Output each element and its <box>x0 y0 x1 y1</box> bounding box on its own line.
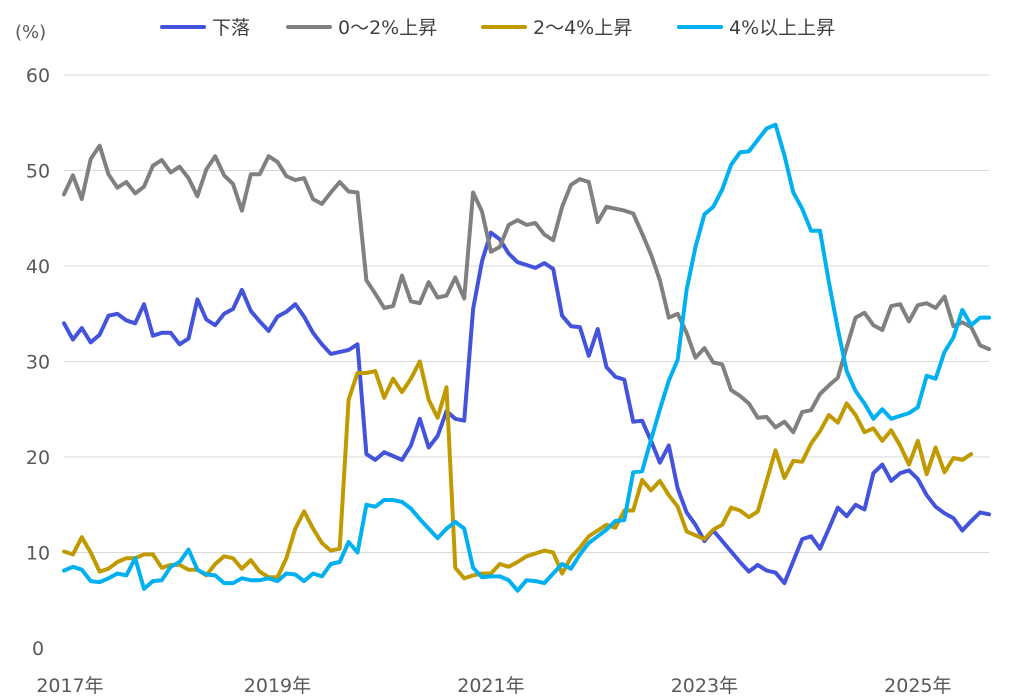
series-line-3 <box>62 122 991 593</box>
legend-item-2: 2～4%上昇 <box>481 17 632 39</box>
x-tick-label: 2021年 <box>457 675 524 697</box>
y-tick-label: 50 <box>26 161 50 183</box>
legend-label: 下落 <box>212 17 250 39</box>
gridlines <box>64 74 989 553</box>
y-tick-label: 10 <box>26 543 50 565</box>
series-lines <box>62 122 991 593</box>
series-line-0 <box>62 230 991 586</box>
y-tick-label: 40 <box>26 256 50 278</box>
legend-item-3: 4%以上上昇 <box>677 17 835 39</box>
legend: 下落 0～2%上昇 2～4%上昇 4%以上上昇 <box>160 17 835 39</box>
legend-item-1: 0～2%上昇 <box>286 17 437 39</box>
legend-label: 0～2%上昇 <box>338 17 437 39</box>
x-tick-label: 2023年 <box>671 675 738 697</box>
y-tick-label: 60 <box>26 65 50 87</box>
x-tick-label: 2025年 <box>884 675 951 697</box>
x-tick-label: 2019年 <box>244 675 311 697</box>
y-tick-label: 20 <box>26 447 50 469</box>
legend-label: 2～4%上昇 <box>533 17 632 39</box>
series-line-2 <box>62 359 974 581</box>
y-axis-unit-label: (%) <box>15 22 46 43</box>
y-tick-label: 30 <box>26 352 50 374</box>
y-axis-tick-labels: 0 10 20 30 40 50 60 <box>26 65 50 660</box>
y-tick-label: 0 <box>32 638 44 660</box>
x-axis-tick-labels: 2017年 2019年 2021年 2023年 2025年 <box>36 675 951 697</box>
legend-label: 4%以上上昇 <box>729 17 835 39</box>
x-tick-label: 2017年 <box>36 675 103 697</box>
legend-item-0: 下落 <box>160 17 250 39</box>
series-line-1 <box>62 143 991 435</box>
